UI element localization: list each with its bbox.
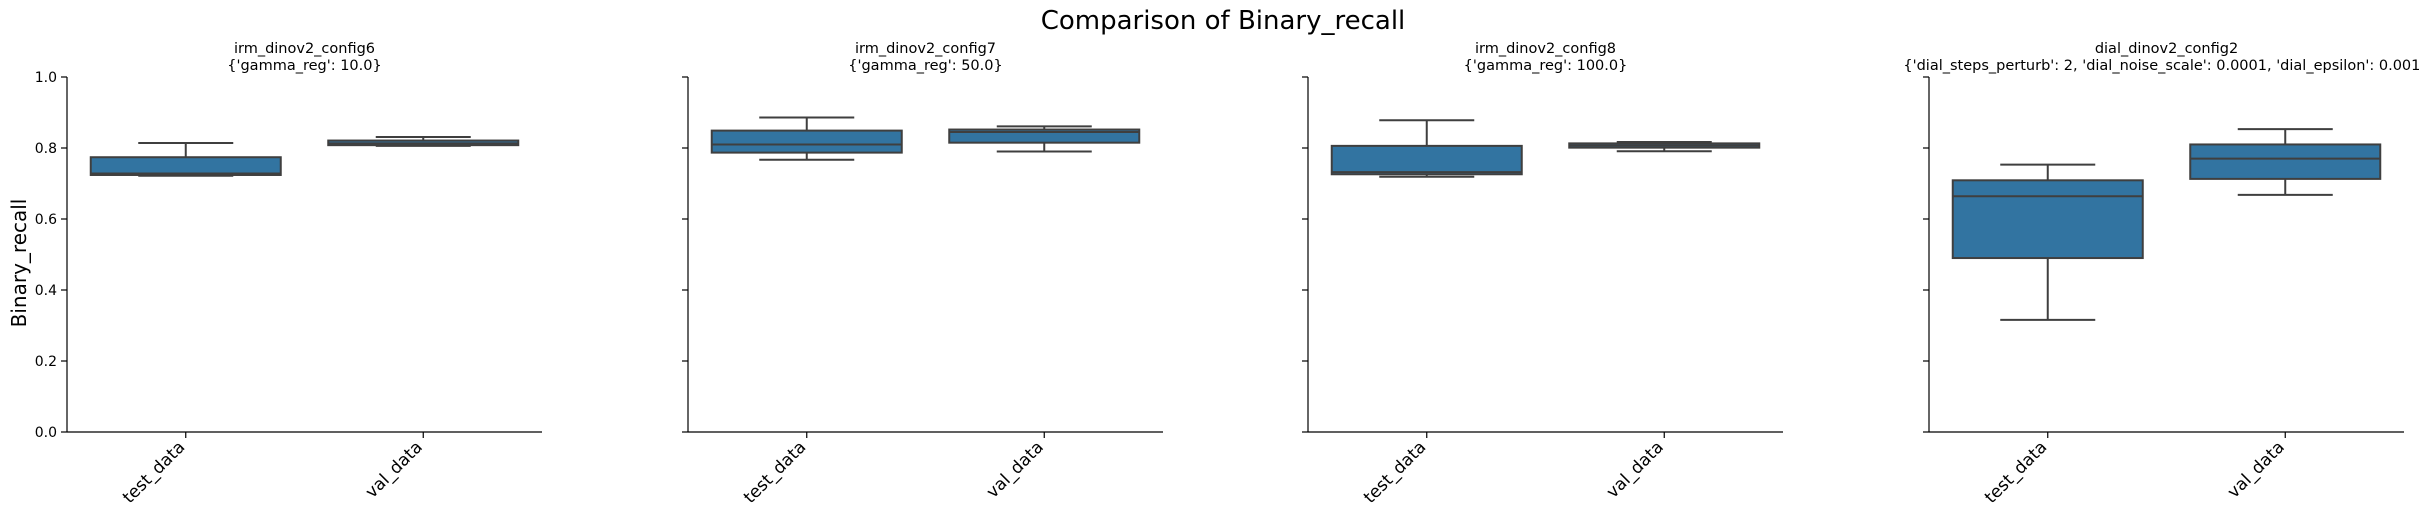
x-tick-label: val_data (1603, 437, 1668, 502)
box-val_data (948, 125, 1141, 153)
y-tick-label: 0.8 (35, 141, 57, 157)
x-tick-label: test_data (740, 437, 810, 507)
panel-subtitle: {'gamma_reg': 100.0} (1464, 58, 1628, 74)
panel-subtitle: {'dial_steps_perturb': 2, 'dial_noise_sc… (1903, 58, 2419, 74)
panel-3: irm_dinov2_config8{'gamma_reg': 100.0} te… (1302, 41, 1783, 508)
panel-1: irm_dinov2_config6{'gamma_reg': 10.0} 0.0… (35, 41, 542, 508)
panel-title: irm_dinov2_config8 (1475, 41, 1616, 57)
x-tick-label: test_data (1981, 437, 2051, 507)
y-tick-label: 0.2 (35, 354, 57, 370)
box-test_data (1951, 163, 2144, 321)
x-tick-label: test_data (1360, 437, 1430, 507)
panel-2: irm_dinov2_config7{'gamma_reg': 50.0} tes… (682, 41, 1163, 508)
panel-title: irm_dinov2_config6 (234, 41, 375, 57)
x-tick-label: val_data (362, 437, 427, 502)
x-tick-label: test_data (119, 437, 189, 507)
iqr-box (1951, 179, 2144, 260)
y-tick-label: 0.4 (35, 283, 57, 299)
x-tick-label: val_data (983, 437, 1048, 502)
box-val_data (2189, 128, 2382, 196)
box-test_data (89, 142, 282, 177)
panel-subtitle: {'gamma_reg': 10.0} (227, 58, 381, 74)
panels: irm_dinov2_config6{'gamma_reg': 10.0} 0.0… (35, 41, 2419, 508)
iqr-box (710, 129, 903, 154)
panel-title: irm_dinov2_config7 (855, 41, 996, 57)
y-tick-label: 0.6 (35, 212, 57, 228)
y-tick-label: 0.0 (35, 425, 57, 441)
chart-title: Comparison of Binary_recall (1041, 6, 1406, 36)
box-test_data (1330, 119, 1523, 178)
iqr-box (2189, 143, 2382, 180)
panel-4: dial_dinov2_config2{'dial_steps_perturb'… (1903, 41, 2419, 508)
iqr-box (89, 156, 282, 176)
x-tick-label: val_data (2224, 437, 2289, 502)
panel-subtitle: {'gamma_reg': 50.0} (848, 58, 1002, 74)
iqr-box (1330, 144, 1523, 176)
box-test_data (710, 116, 903, 161)
panel-title: dial_dinov2_config2 (2095, 41, 2238, 57)
box-val_data (1568, 140, 1761, 153)
y-axis-label: Binary_recall (7, 199, 31, 328)
box-val_data (327, 135, 520, 147)
y-tick-label: 1.0 (35, 70, 57, 86)
